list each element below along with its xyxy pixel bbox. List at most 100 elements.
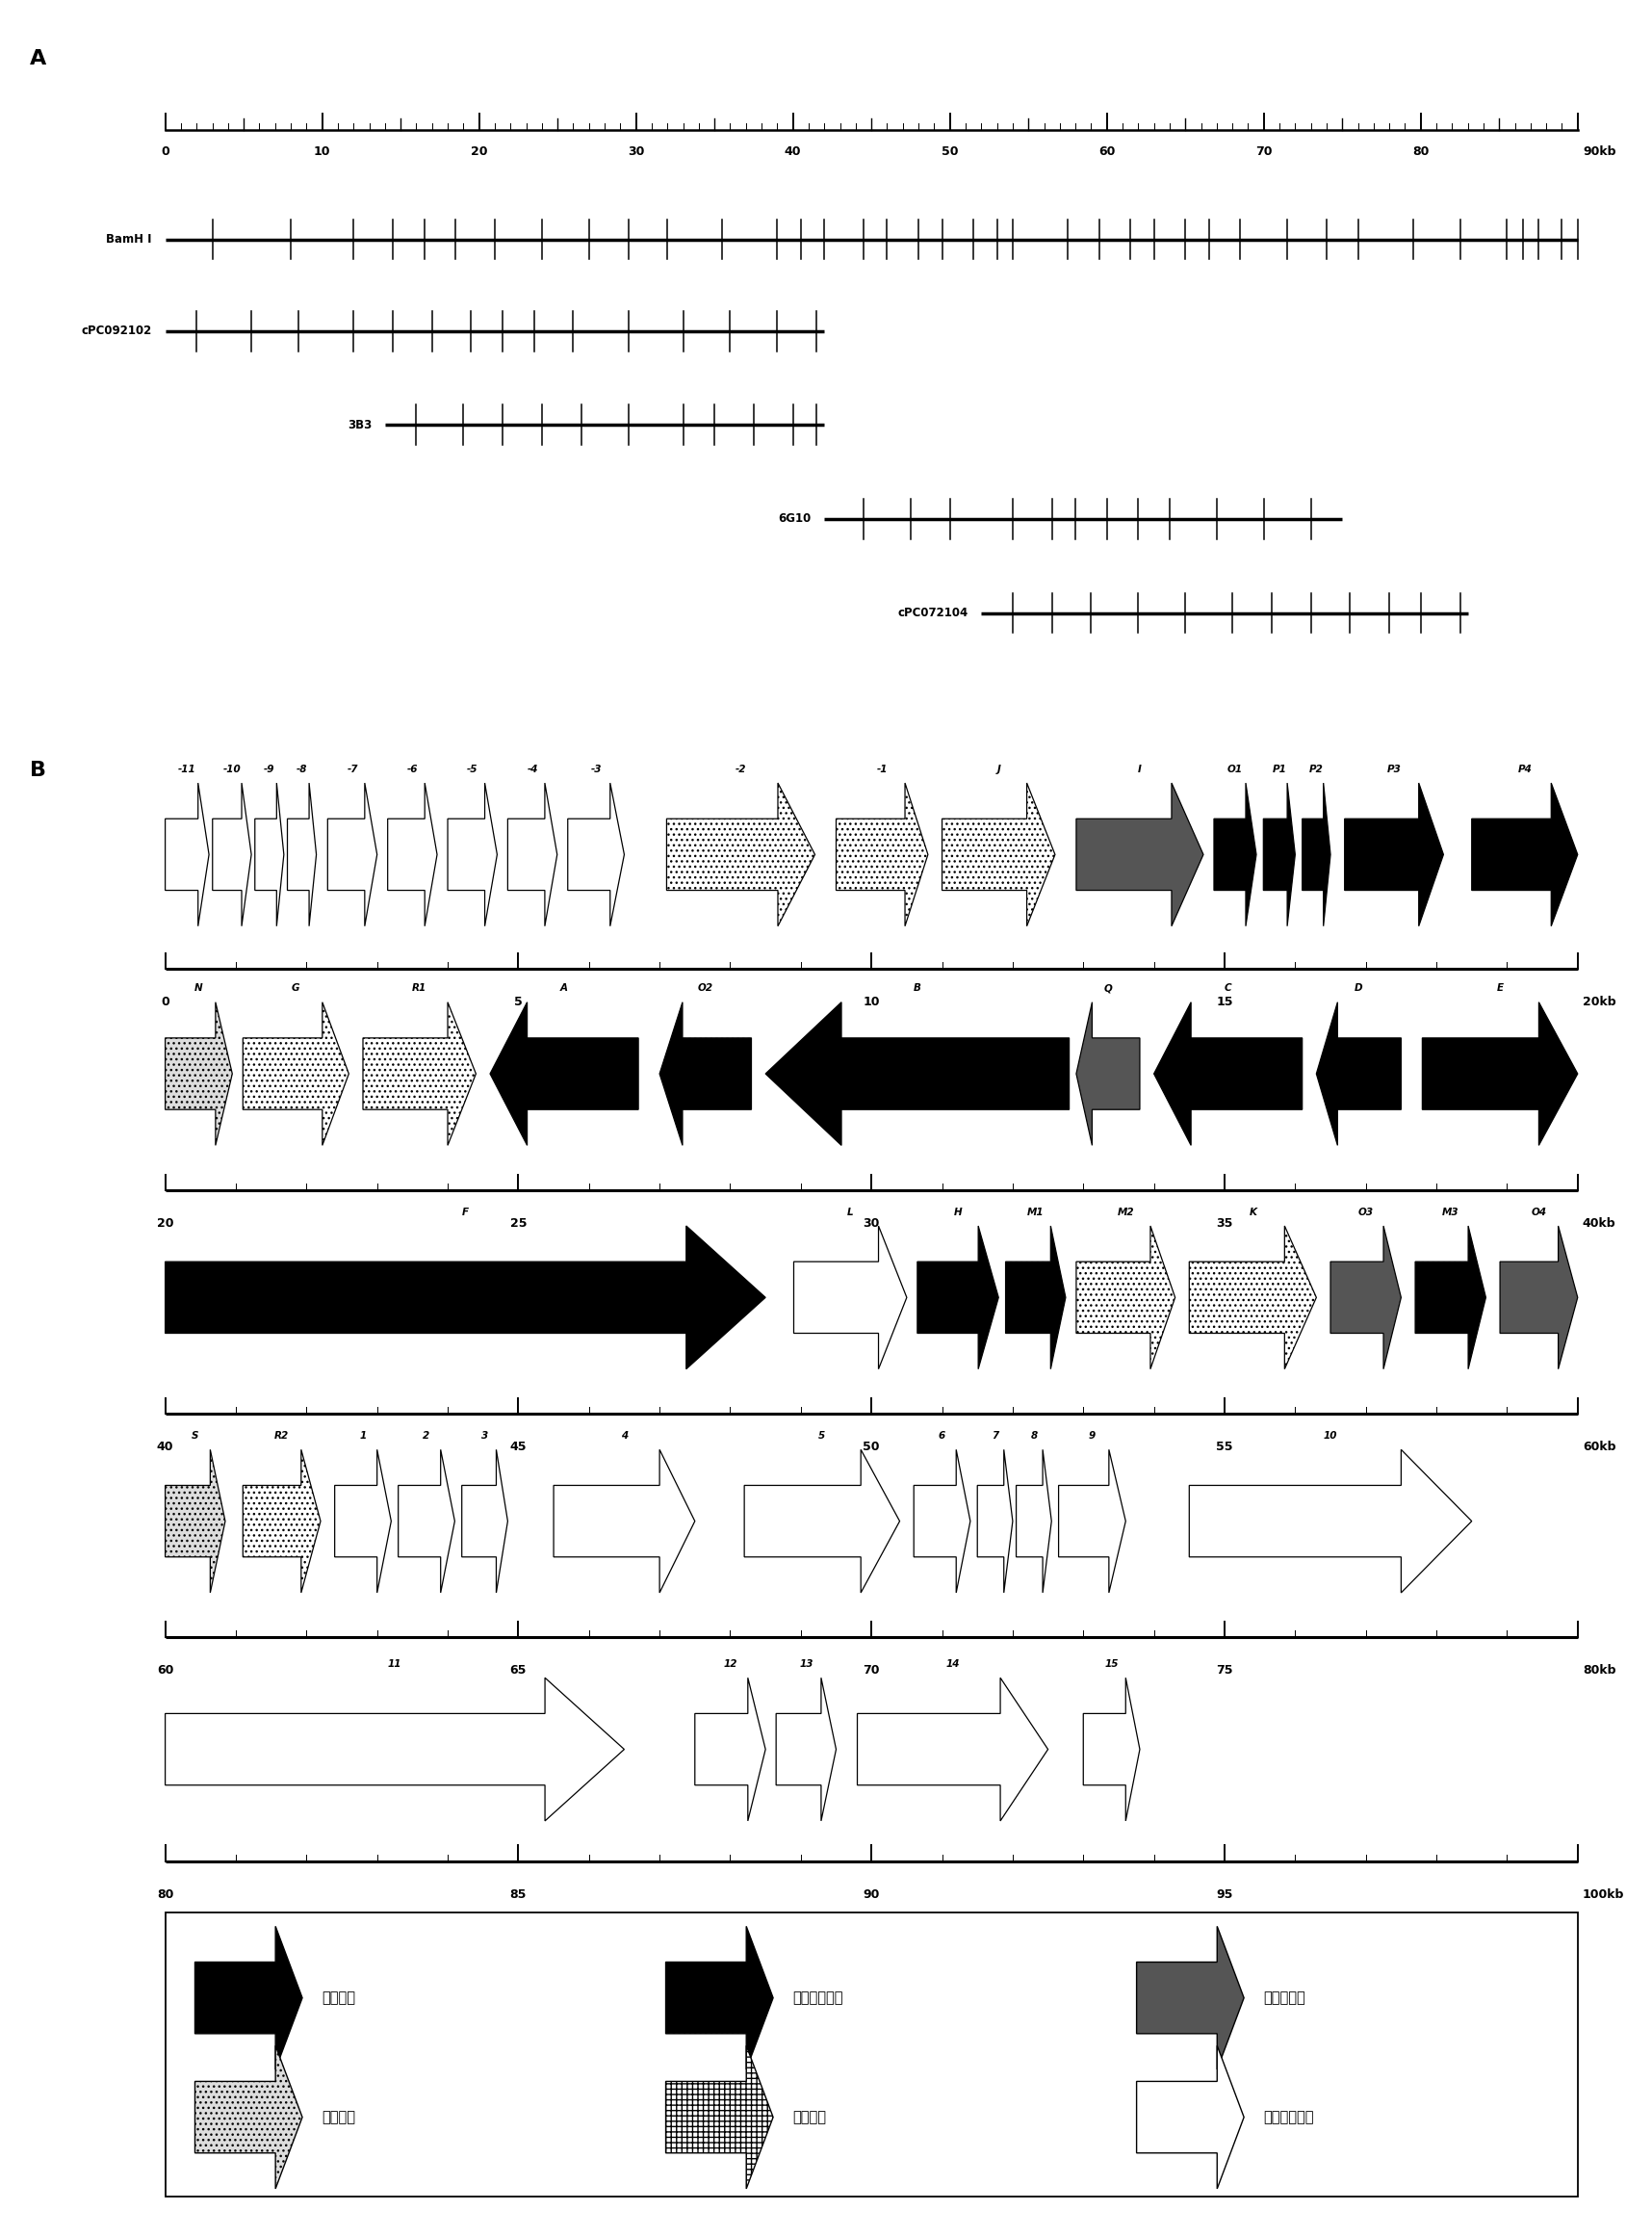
Text: I: I [1138,765,1142,774]
Text: S: S [192,1432,198,1441]
Text: L: L [847,1208,854,1217]
Polygon shape [659,1002,752,1145]
Text: 结构基因: 结构基因 [322,1991,355,2004]
Text: 5: 5 [514,995,522,1009]
Text: O4: O4 [1531,1208,1546,1217]
Text: 85: 85 [510,1888,527,1901]
Polygon shape [1137,2045,1244,2188]
Text: P4: P4 [1518,765,1531,774]
Text: 45: 45 [510,1441,527,1454]
Text: M1: M1 [1028,1208,1044,1217]
Text: 80: 80 [157,1888,173,1901]
Polygon shape [1075,1226,1175,1369]
Polygon shape [1075,783,1203,926]
Polygon shape [243,1450,320,1593]
Text: 70: 70 [1256,145,1272,159]
Text: A: A [30,49,46,69]
Text: P3: P3 [1388,765,1401,774]
Polygon shape [1317,1002,1401,1145]
Text: -2: -2 [735,765,747,774]
Text: B: B [914,984,922,993]
Polygon shape [254,783,284,926]
Polygon shape [1302,783,1330,926]
Text: -8: -8 [296,765,307,774]
Text: 4: 4 [621,1432,628,1441]
Text: cPC072104: cPC072104 [897,606,968,620]
Text: 20: 20 [471,145,487,159]
Polygon shape [398,1450,454,1593]
Text: 35: 35 [1216,1217,1232,1230]
Text: B: B [30,761,46,781]
Text: O2: O2 [697,984,714,993]
Text: P2: P2 [1308,765,1323,774]
Text: 40: 40 [785,145,801,159]
Text: O3: O3 [1358,1208,1373,1217]
Polygon shape [165,1678,624,1821]
Polygon shape [165,783,210,926]
Polygon shape [243,1002,349,1145]
Polygon shape [1330,1226,1401,1369]
Polygon shape [1345,783,1444,926]
Text: 100kb: 100kb [1583,1888,1624,1901]
Text: cPC092102: cPC092102 [81,324,152,338]
Text: 15: 15 [1216,995,1232,1009]
Text: 3: 3 [481,1432,489,1441]
Text: 20kb: 20kb [1583,995,1616,1009]
Polygon shape [1016,1450,1052,1593]
Text: 1: 1 [360,1432,367,1441]
Polygon shape [745,1450,900,1593]
Polygon shape [793,1226,907,1369]
Polygon shape [165,1450,225,1593]
Text: BamH I: BamH I [106,233,152,246]
Polygon shape [836,783,928,926]
Text: -7: -7 [347,765,358,774]
Text: 20: 20 [157,1217,173,1230]
Polygon shape [978,1450,1013,1593]
Text: 5: 5 [818,1432,826,1441]
Polygon shape [917,1226,998,1369]
Text: H: H [953,1208,961,1217]
Polygon shape [1189,1226,1317,1369]
Text: 3B3: 3B3 [347,418,372,432]
Text: 2: 2 [423,1432,430,1441]
Polygon shape [1214,783,1256,926]
Polygon shape [857,1678,1047,1821]
Text: O1: O1 [1227,765,1242,774]
Polygon shape [195,1926,302,2069]
Text: 75: 75 [1216,1664,1232,1678]
Text: 95: 95 [1216,1888,1232,1901]
Polygon shape [507,783,557,926]
Polygon shape [1059,1450,1125,1593]
Polygon shape [327,783,377,926]
Polygon shape [666,2045,773,2188]
Text: -5: -5 [468,765,477,774]
Polygon shape [363,1002,476,1145]
Polygon shape [1472,783,1578,926]
Polygon shape [666,1926,773,2069]
Polygon shape [388,783,438,926]
Text: 10: 10 [314,145,330,159]
Text: 6: 6 [938,1432,945,1441]
Text: -10: -10 [223,765,241,774]
Text: -1: -1 [877,765,887,774]
Text: 调节基因: 调节基因 [322,2109,355,2125]
Text: 40kb: 40kb [1583,1217,1616,1230]
Polygon shape [195,2045,302,2188]
Text: 80kb: 80kb [1583,1664,1616,1678]
Polygon shape [568,783,624,926]
Text: 60: 60 [157,1664,173,1678]
Text: 抗性基因: 抗性基因 [793,2109,826,2125]
Text: 50: 50 [862,1441,881,1454]
Polygon shape [1500,1226,1578,1369]
Text: -11: -11 [178,765,197,774]
Text: G: G [292,984,301,993]
Text: 90kb: 90kb [1583,145,1616,159]
Text: F: F [463,1208,469,1217]
Text: C: C [1224,984,1232,993]
Text: 90: 90 [862,1888,881,1901]
Polygon shape [1153,1002,1302,1145]
Text: 11: 11 [388,1660,401,1669]
Polygon shape [695,1678,765,1821]
Text: -4: -4 [527,765,539,774]
Text: 10: 10 [1323,1432,1338,1441]
